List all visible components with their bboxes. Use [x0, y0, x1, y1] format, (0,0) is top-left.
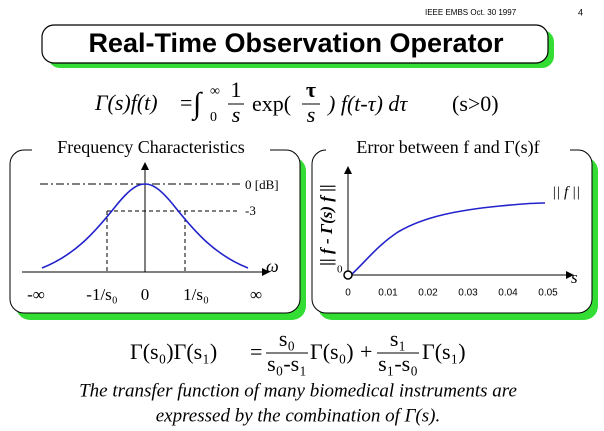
def-frac-den: s — [232, 102, 241, 127]
left-title: Frequency Characteristics — [57, 137, 244, 157]
x-label: 1/s₀ — [183, 285, 209, 304]
y-axis-label: || f - Γ(s) f || — [317, 184, 336, 265]
level-3-label: -3 — [245, 203, 256, 218]
y-zero-label: 0 — [337, 264, 343, 276]
x-tick-label: 0 — [345, 288, 351, 299]
arrow — [141, 162, 149, 170]
composition: Γ(s₀)Γ(s₁) = s₀ s₀-s₁ Γ(s₀) + s₁ s₁-s₀ Γ… — [130, 326, 466, 376]
title-box — [41, 24, 549, 64]
caption-line: The transfer function of many biomedical… — [79, 380, 517, 401]
comp-lhs: Γ(s₀)Γ(s₁) — [130, 339, 217, 364]
x-tick-label: 0.04 — [498, 288, 518, 299]
right-title: Error between f and Γ(s)f — [356, 137, 539, 158]
origin-marker — [343, 270, 353, 280]
arrow — [566, 271, 574, 279]
def-frac-num: 1 — [231, 77, 242, 102]
error-curve — [351, 202, 546, 275]
header-source: IEEE EMBS Oct. 30 1997 — [425, 8, 517, 17]
comp-num: s₁ — [390, 326, 406, 351]
x-label: 0 — [141, 285, 150, 304]
title-backdrop — [32, 138, 270, 160]
def-tau-den: s — [307, 102, 316, 127]
x-tick-label: 0.05 — [538, 288, 558, 299]
page-number: 4 — [578, 7, 583, 17]
x-label: ∞ — [250, 285, 262, 304]
def-equals: = — [180, 90, 192, 115]
def-exp: exp( — [252, 91, 291, 116]
title-backdrop — [326, 138, 570, 160]
def-rest: ) f(t-τ) dτ — [326, 91, 408, 116]
caption-line: expressed by the combination of Γ(s). — [156, 405, 440, 426]
comp-plus: + — [360, 339, 372, 364]
level-0-label: 0 [dB] — [245, 177, 279, 192]
def-upper: ∞ — [210, 84, 220, 99]
s-label: s — [571, 268, 578, 287]
comp-num: s₀ — [279, 326, 295, 351]
x-label: -∞ — [27, 285, 45, 304]
def-integral: ∫ — [191, 87, 203, 122]
x-tick-label: 0.01 — [378, 288, 398, 299]
arrow — [262, 268, 270, 276]
x-label: -1/s₀ — [86, 285, 118, 304]
x-tick-label: 0.02 — [418, 288, 438, 299]
def-condition: (s>0) — [452, 91, 499, 116]
comp-term: Γ(s₀) — [310, 339, 354, 364]
comp-term: Γ(s₁) — [422, 339, 466, 364]
def-lower: 0 — [210, 110, 217, 125]
asymptote-label: || f || — [552, 184, 580, 200]
def-lhs: Γ(s)f(t) — [94, 90, 158, 115]
comp-den: s₁-s₀ — [378, 351, 418, 376]
x-tick-label: 0.03 — [458, 288, 478, 299]
def-tau-num: τ — [306, 77, 316, 102]
comp-equals: = — [250, 339, 262, 364]
frequency-curve — [41, 183, 249, 269]
arrow — [344, 166, 352, 174]
omega-label: ω — [266, 256, 279, 276]
comp-den: s₀-s₁ — [267, 351, 307, 376]
definition: Γ(s)f(t) = ∫ ∞ 0 1 s exp( τ s ) f(t-τ) d… — [94, 77, 499, 127]
title: Real-Time Observation Operator — [88, 28, 504, 58]
